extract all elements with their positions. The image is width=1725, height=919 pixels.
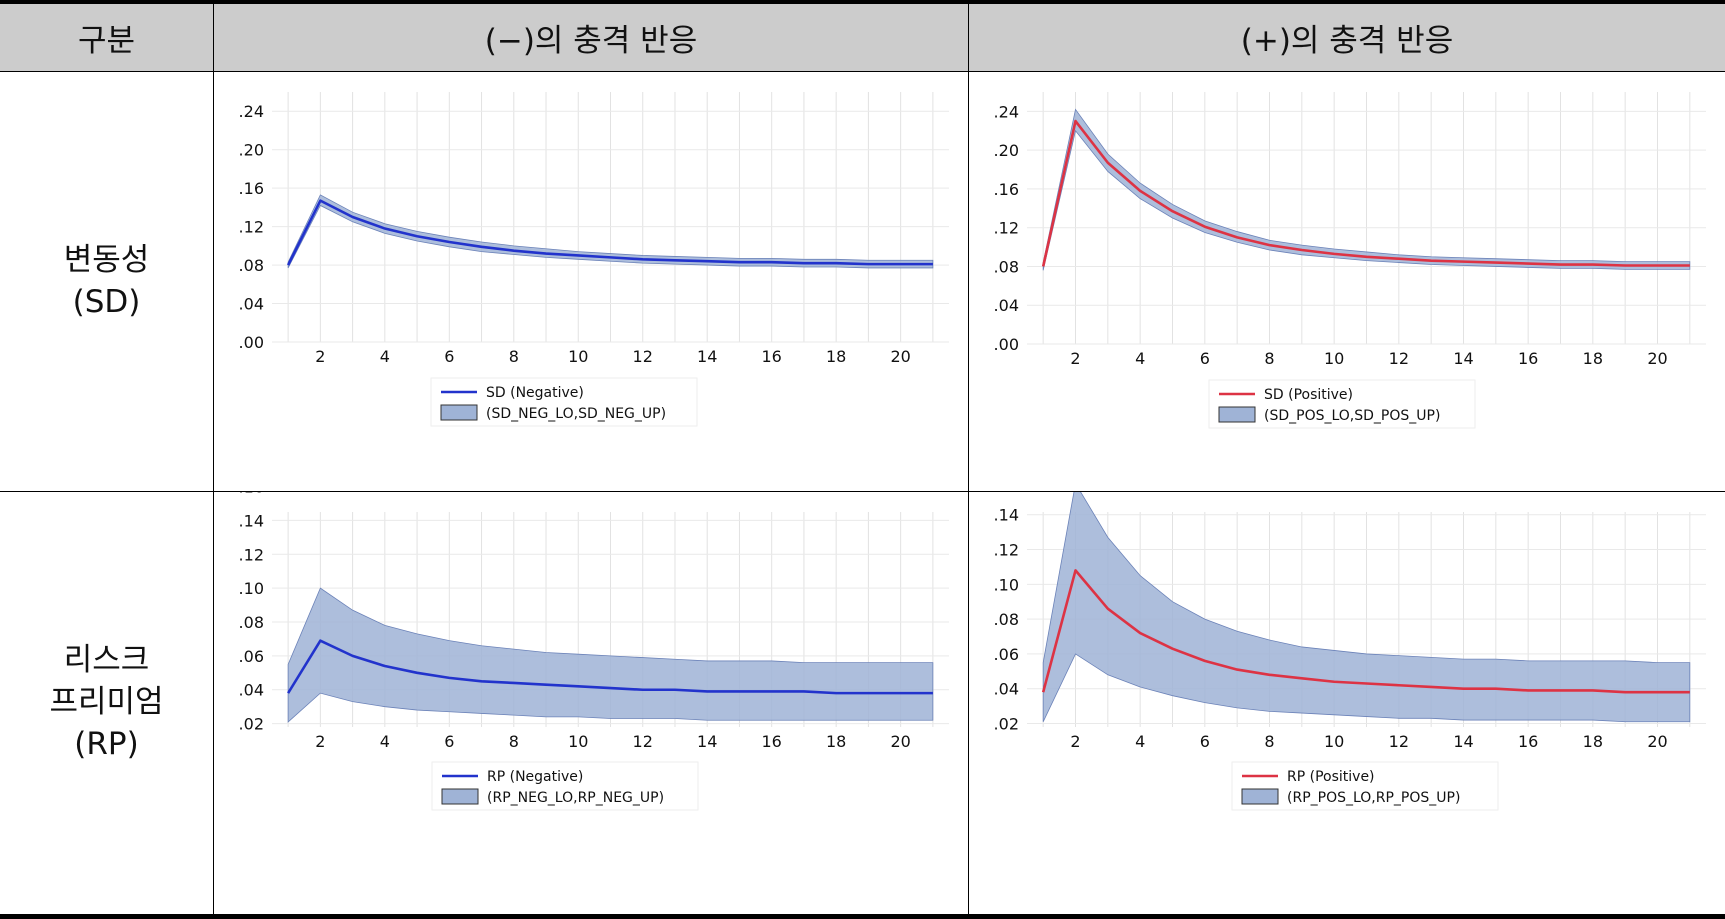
- x-tick-label: 12: [633, 347, 653, 366]
- x-tick-label: 8: [509, 732, 519, 751]
- row-label-line: 리스크: [49, 640, 163, 682]
- y-tick-label: .16: [994, 180, 1019, 199]
- legend-label: RP (Negative): [487, 769, 583, 785]
- y-tick-label: .12: [994, 219, 1019, 238]
- y-tick-label: .08: [994, 257, 1019, 276]
- x-tick-label: 16: [1518, 732, 1538, 751]
- x-tick-label: 14: [697, 347, 717, 366]
- y-tick-label: .04: [239, 295, 264, 314]
- legend-label: SD (Negative): [486, 385, 584, 401]
- x-tick-label: 18: [826, 347, 846, 366]
- legend-label: (RP_POS_LO,RP_POS_UP): [1287, 790, 1460, 806]
- row-label-rp: 리스크 프리미엄 (RP): [0, 492, 213, 914]
- header-positive-shock: (+)의 충격 반응: [969, 4, 1725, 71]
- x-tick-label: 16: [762, 347, 782, 366]
- legend-band-swatch: [1219, 407, 1255, 422]
- x-tick-label: 8: [1264, 732, 1274, 751]
- legend-label: (RP_NEG_LO,RP_NEG_UP): [487, 790, 664, 806]
- x-tick-label: 4: [1135, 349, 1145, 368]
- y-tick-label: .12: [994, 541, 1019, 560]
- x-tick-label: 6: [1200, 349, 1210, 368]
- row-label-sd: 변동성 (SD): [0, 72, 213, 491]
- y-tick-label: .20: [994, 141, 1019, 160]
- legend-band-swatch: [1242, 789, 1278, 804]
- x-tick-label: 4: [1135, 732, 1145, 751]
- legend-label: SD (Positive): [1264, 387, 1353, 403]
- header-category: 구분: [0, 4, 213, 71]
- y-tick-label: .00: [239, 333, 264, 352]
- y-tick-label: .04: [239, 681, 264, 700]
- x-tick-label: 12: [633, 732, 653, 751]
- x-tick-label: 18: [1583, 349, 1603, 368]
- y-tick-label: .04: [994, 296, 1019, 315]
- y-tick-label: .02: [239, 715, 264, 734]
- x-tick-label: 8: [509, 347, 519, 366]
- x-tick-label: 18: [1583, 732, 1603, 751]
- y-tick-label: .08: [239, 613, 264, 632]
- y-tick-label: .08: [239, 256, 264, 275]
- header-negative-shock: (−)의 충격 반응: [214, 4, 968, 71]
- x-tick-label: 12: [1389, 732, 1409, 751]
- legend-label: (SD_NEG_LO,SD_NEG_UP): [486, 406, 666, 422]
- x-tick-label: 20: [1647, 732, 1667, 751]
- x-tick-label: 16: [1518, 349, 1538, 368]
- x-tick-label: 16: [762, 732, 782, 751]
- y-tick-label: .06: [239, 647, 264, 666]
- x-tick-label: 12: [1389, 349, 1409, 368]
- y-tick-label: .02: [994, 715, 1019, 734]
- x-tick-label: 18: [826, 732, 846, 751]
- top-rule: [0, 0, 1725, 4]
- y-tick-label: .12: [239, 545, 264, 564]
- x-tick-label: 14: [1453, 732, 1473, 751]
- x-tick-label: 2: [1070, 349, 1080, 368]
- y-tick-label: .04: [994, 680, 1019, 699]
- row-label-line: 변동성: [64, 240, 150, 282]
- y-tick-label: .16: [239, 179, 264, 198]
- x-tick-label: 20: [1647, 349, 1667, 368]
- x-tick-label: 10: [1324, 349, 1344, 368]
- row-label-line: (RP): [49, 724, 163, 766]
- legend-band-swatch: [441, 405, 477, 420]
- x-tick-label: 20: [890, 347, 910, 366]
- legend-label: (SD_POS_LO,SD_POS_UP): [1264, 408, 1440, 424]
- bottom-rule: [0, 914, 1725, 919]
- y-tick-label: .08: [994, 610, 1019, 629]
- y-tick-label: .14: [239, 511, 264, 530]
- x-tick-label: 6: [444, 347, 454, 366]
- y-tick-label: .20: [239, 141, 264, 160]
- legend-label: RP (Positive): [1287, 769, 1375, 785]
- x-tick-label: 2: [315, 347, 325, 366]
- x-tick-label: 14: [1453, 349, 1473, 368]
- x-tick-label: 4: [380, 732, 390, 751]
- x-tick-label: 4: [380, 347, 390, 366]
- chart-rp-negative: .02 .04 .06 .08 .10 .12 .14 .16 2 4 6 8 10 12 14 16 18 20…: [214, 492, 968, 914]
- x-tick-label: 10: [1324, 732, 1344, 751]
- x-tick-label: 14: [697, 732, 717, 751]
- y-tick-label: .00: [994, 335, 1019, 354]
- y-tick-label: .24: [994, 102, 1019, 121]
- x-tick-label: 2: [315, 732, 325, 751]
- x-tick-label: 10: [568, 347, 588, 366]
- y-tick-label: .10: [994, 575, 1019, 594]
- y-tick-label: .10: [239, 579, 264, 598]
- x-tick-label: 2: [1070, 732, 1080, 751]
- x-tick-label: 8: [1264, 349, 1274, 368]
- chart-rp-positive: .02.04.06.08.10.12.14.162468101214161820…: [969, 492, 1725, 914]
- y-tick-label: .14: [994, 506, 1019, 525]
- y-tick-label: .12: [239, 218, 264, 237]
- x-tick-label: 20: [890, 732, 910, 751]
- x-tick-label: 6: [1200, 732, 1210, 751]
- y-tick-label: .24: [239, 102, 264, 121]
- legend-band-swatch: [442, 789, 478, 804]
- y-tick-label: .06: [994, 645, 1019, 664]
- chart-sd-negative: .00 .04 .08 .12 .16 .20 .24 2 4 6 8 10 12 14 16 18 20 SD …: [214, 72, 968, 491]
- y-tick-label: .16: [239, 492, 264, 497]
- x-tick-label: 6: [444, 732, 454, 751]
- chart-sd-positive: .00 .04 .08 .12 .16 .20 .24 2 4 6 8 10 12 14 16 18 20 SD …: [969, 72, 1725, 491]
- row-label-line: (SD): [64, 282, 150, 324]
- x-tick-label: 10: [568, 732, 588, 751]
- row-label-line: 프리미엄: [49, 682, 163, 724]
